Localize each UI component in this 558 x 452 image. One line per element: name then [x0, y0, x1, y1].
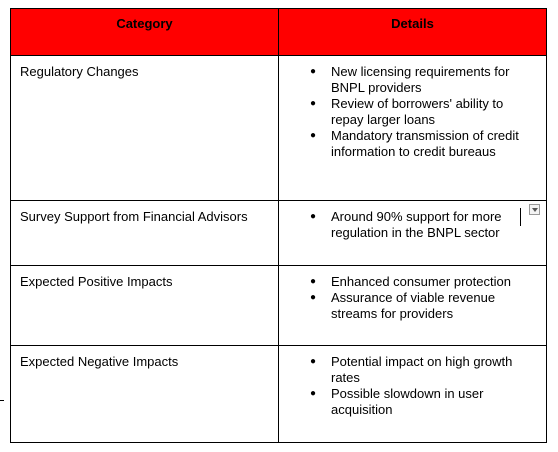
dropdown-button[interactable] — [529, 204, 540, 215]
details-list: Potential impact on high growth ratesPos… — [288, 354, 537, 418]
detail-item: Around 90% support for more regulation i… — [310, 209, 527, 241]
header-cell: Category — [10, 8, 279, 56]
table-row: Survey Support from Financial Advisors Ar… — [10, 200, 547, 266]
details-list: New licensing requirements for BNPL prov… — [288, 64, 537, 160]
table-row: Expected Positive ImpactsEnhanced consum… — [10, 265, 547, 346]
detail-item: Enhanced consumer protection — [310, 274, 527, 290]
details-cell: Potential impact on high growth ratesPos… — [278, 345, 547, 443]
table-row: Regulatory Changes New licensing requirem… — [10, 55, 547, 201]
category-cell: Regulatory Changes — [10, 55, 279, 201]
text-cursor — [520, 208, 521, 226]
details-cell: Around 90% support for more regulation i… — [278, 200, 547, 266]
detail-item: Mandatory transmission of credit informa… — [310, 128, 527, 160]
details-list: Around 90% support for more regulation i… — [288, 209, 537, 241]
detail-item: Potential impact on high growth rates — [310, 354, 527, 386]
category-cell: Survey Support from Financial Advisors — [10, 200, 279, 266]
detail-item: New licensing requirements for BNPL prov… — [310, 64, 527, 96]
margin-mark — [0, 400, 4, 401]
header-row: Category Details — [10, 8, 547, 56]
detail-item: Assurance of viable revenue streams for … — [310, 290, 527, 322]
details-table: Category Details Regulatory Changes New l… — [10, 8, 547, 443]
header-cell: Details — [278, 8, 547, 56]
table-row: Expected Negative ImpactsPotential impac… — [10, 345, 547, 443]
details-list: Enhanced consumer protectionAssurance of… — [288, 274, 537, 322]
details-cell: Enhanced consumer protectionAssurance of… — [278, 265, 547, 346]
detail-item: Possible slowdown in user acquisition — [310, 386, 527, 418]
detail-item: Review of borrowers' ability to repay la… — [310, 96, 527, 128]
category-cell: Expected Negative Impacts — [10, 345, 279, 443]
details-cell: New licensing requirements for BNPL prov… — [278, 55, 547, 201]
category-cell: Expected Positive Impacts — [10, 265, 279, 346]
